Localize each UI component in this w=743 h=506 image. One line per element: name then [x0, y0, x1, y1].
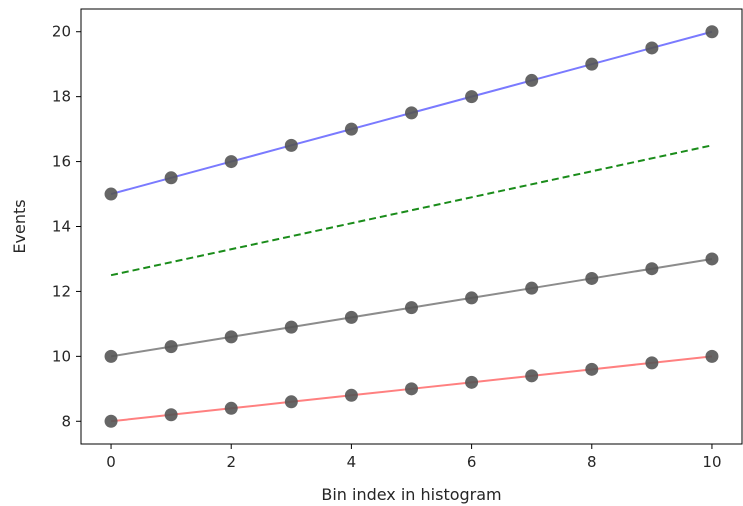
series-line — [110, 144, 713, 277]
data-point — [104, 349, 118, 363]
data-point — [465, 375, 479, 389]
data-point — [405, 106, 418, 120]
ticks-layer: 0 2 4 6 8 10 8 10 12 14 16 18 20 — [52, 23, 722, 471]
data-point — [224, 401, 238, 415]
x-tick-label: 10 — [702, 453, 721, 471]
x-axis-label: Bin index in histogram — [321, 485, 501, 504]
data-point — [164, 171, 178, 185]
series-4 — [104, 349, 719, 428]
data-point — [525, 281, 539, 295]
data-point — [645, 356, 659, 370]
x-tick-label: 8 — [587, 453, 597, 471]
data-point — [284, 395, 298, 409]
y-tick-label: 12 — [52, 282, 71, 300]
x-tick-label: 0 — [106, 453, 116, 471]
data-point — [164, 408, 178, 422]
data-point — [585, 362, 599, 376]
data-point — [164, 340, 178, 354]
y-axis-label: Events — [10, 199, 29, 253]
y-tick-label: 18 — [52, 88, 71, 106]
data-point — [405, 301, 418, 315]
data-point — [585, 57, 599, 71]
series-3 — [104, 252, 719, 363]
y-tick-label: 10 — [52, 347, 71, 365]
data-point — [344, 388, 358, 402]
data-point — [284, 320, 298, 334]
data-point — [344, 122, 358, 136]
data-point — [405, 382, 418, 396]
data-point — [525, 369, 539, 383]
y-tick-label: 20 — [52, 23, 71, 41]
data-point — [344, 310, 358, 324]
data-point — [705, 252, 719, 266]
x-tick-label: 2 — [226, 453, 236, 471]
data-point — [465, 90, 479, 104]
y-tick-label: 8 — [61, 412, 71, 430]
data-point — [104, 414, 118, 428]
y-tick-label: 16 — [52, 153, 71, 171]
data-point — [705, 25, 719, 39]
data-point — [284, 138, 298, 152]
series-2 — [110, 144, 713, 277]
data-point — [705, 349, 719, 363]
x-tick-label: 6 — [467, 453, 477, 471]
y-tick-label: 14 — [52, 218, 71, 236]
data-point — [224, 330, 238, 344]
data-point — [645, 41, 659, 55]
data-point — [224, 155, 238, 169]
series-layer — [104, 25, 719, 428]
data-point — [104, 187, 118, 201]
data-point — [645, 262, 659, 276]
data-point — [465, 291, 479, 305]
x-tick-label: 4 — [347, 453, 357, 471]
plot-frame — [80, 8, 743, 445]
data-point — [525, 73, 539, 87]
series-1 — [104, 25, 719, 201]
data-point — [585, 271, 599, 285]
